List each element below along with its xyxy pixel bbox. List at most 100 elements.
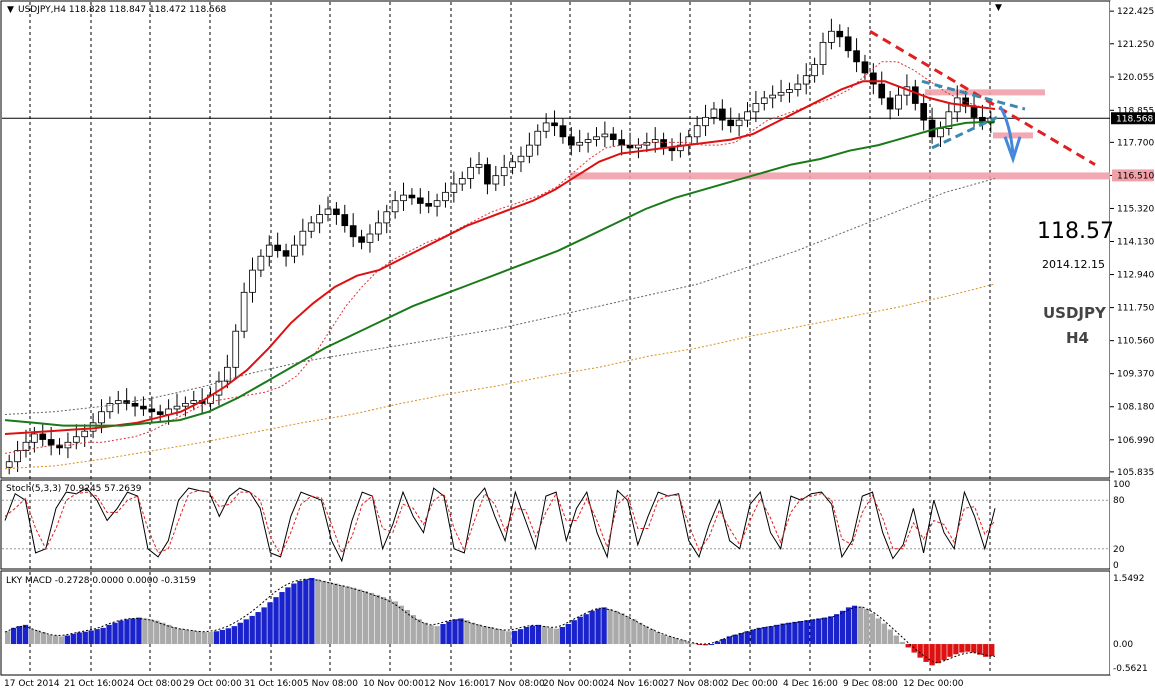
macd-bar <box>887 629 894 645</box>
candle <box>299 218 307 256</box>
candle-body <box>391 200 399 213</box>
macd-bar <box>714 641 721 645</box>
candle <box>391 190 399 219</box>
candle-body <box>576 141 584 146</box>
date-label: 2014.12.15 <box>1042 258 1105 271</box>
ma-green-line <box>4 120 996 427</box>
candle <box>895 85 902 116</box>
candle-body <box>14 450 21 463</box>
candle-body <box>492 175 500 185</box>
x-tick-label: 20 Nov 00:00 <box>543 679 604 689</box>
macd-bar <box>738 632 744 645</box>
macd-bar <box>356 589 363 645</box>
pennant-upper-line <box>921 79 1026 111</box>
symbol-label: USDJPY <box>1043 304 1107 322</box>
macd-bar <box>255 612 261 645</box>
candle <box>156 404 164 422</box>
x-tick-label: 5 Nov 08:00 <box>303 679 358 689</box>
macd-bar <box>434 626 440 645</box>
macd-bar <box>559 626 566 645</box>
macd-bar <box>780 623 786 645</box>
candle <box>492 165 500 191</box>
candle-body <box>895 94 902 110</box>
macd-bar <box>684 641 691 645</box>
macd-layer <box>4 577 996 666</box>
candle <box>291 235 298 264</box>
macd-bar <box>833 614 840 645</box>
stochastic-layer <box>2 487 1110 563</box>
macd-bar <box>219 629 226 645</box>
macd-bar <box>953 644 959 655</box>
candle <box>106 396 114 419</box>
macd-bar <box>899 641 905 645</box>
candle <box>148 396 156 423</box>
candle <box>744 102 751 128</box>
macd-bar <box>488 626 494 645</box>
candle <box>442 182 449 208</box>
collapse-arrow-icon[interactable]: ▼ <box>7 5 14 15</box>
candle <box>878 71 886 105</box>
y-tick-label: 120.055 <box>1117 73 1154 83</box>
macd-bar <box>207 632 214 645</box>
macd-bar <box>857 606 864 645</box>
macd-bar <box>517 629 524 645</box>
candle <box>232 324 240 378</box>
candle <box>945 102 953 136</box>
candle-body <box>517 155 525 163</box>
candle-body <box>232 330 240 368</box>
candle <box>358 229 365 250</box>
candle <box>182 396 189 417</box>
candle <box>542 113 550 139</box>
candle-body <box>618 139 625 146</box>
macd-bar <box>195 631 202 645</box>
candle-body <box>861 61 869 74</box>
candle <box>324 196 332 222</box>
candle-body <box>559 125 567 138</box>
candle-body <box>89 422 97 432</box>
macd-bar <box>768 626 774 645</box>
candle-body <box>937 128 944 138</box>
macd-bar <box>941 644 947 661</box>
candle-body <box>551 122 558 127</box>
macd-bar <box>541 626 548 645</box>
candle-body <box>56 444 63 449</box>
macd-bar <box>482 626 488 645</box>
macd-bar <box>750 629 756 645</box>
candle-body <box>945 111 953 129</box>
macd-bar <box>410 615 416 645</box>
candle-body <box>526 144 533 157</box>
candle-body <box>22 441 30 452</box>
macd-bar <box>881 623 888 645</box>
macd-bar <box>470 622 476 645</box>
candle-body <box>341 214 349 227</box>
resistance-zone-small <box>993 132 1033 139</box>
candle <box>316 204 323 234</box>
macd-bar <box>333 583 339 645</box>
y-tick-label: 116.510 <box>1117 171 1154 181</box>
candle <box>853 38 860 73</box>
macd-bar <box>977 644 983 655</box>
macd-bar <box>34 630 41 645</box>
candle-body <box>98 411 105 424</box>
candle-body <box>853 50 860 63</box>
candle <box>416 188 424 214</box>
macd-bar <box>947 644 953 657</box>
macd-bar <box>398 605 404 645</box>
macd-tick-label: 1.5492 <box>1113 574 1145 584</box>
candle <box>534 124 542 156</box>
candle-body <box>735 119 743 127</box>
macd-bar <box>16 626 23 645</box>
macd-bar <box>905 644 911 648</box>
shift-marker-icon[interactable]: ▼ <box>995 3 1002 13</box>
candle <box>718 99 726 131</box>
candle-body <box>223 366 231 382</box>
macd-bar <box>500 629 506 645</box>
x-tick-label: 12 Dec 00:00 <box>903 679 964 689</box>
macd-bar <box>130 618 136 645</box>
candle-body <box>794 83 802 90</box>
candle-body <box>5 461 13 468</box>
candle-body <box>693 125 701 138</box>
candle <box>911 79 919 111</box>
candle <box>56 438 63 455</box>
